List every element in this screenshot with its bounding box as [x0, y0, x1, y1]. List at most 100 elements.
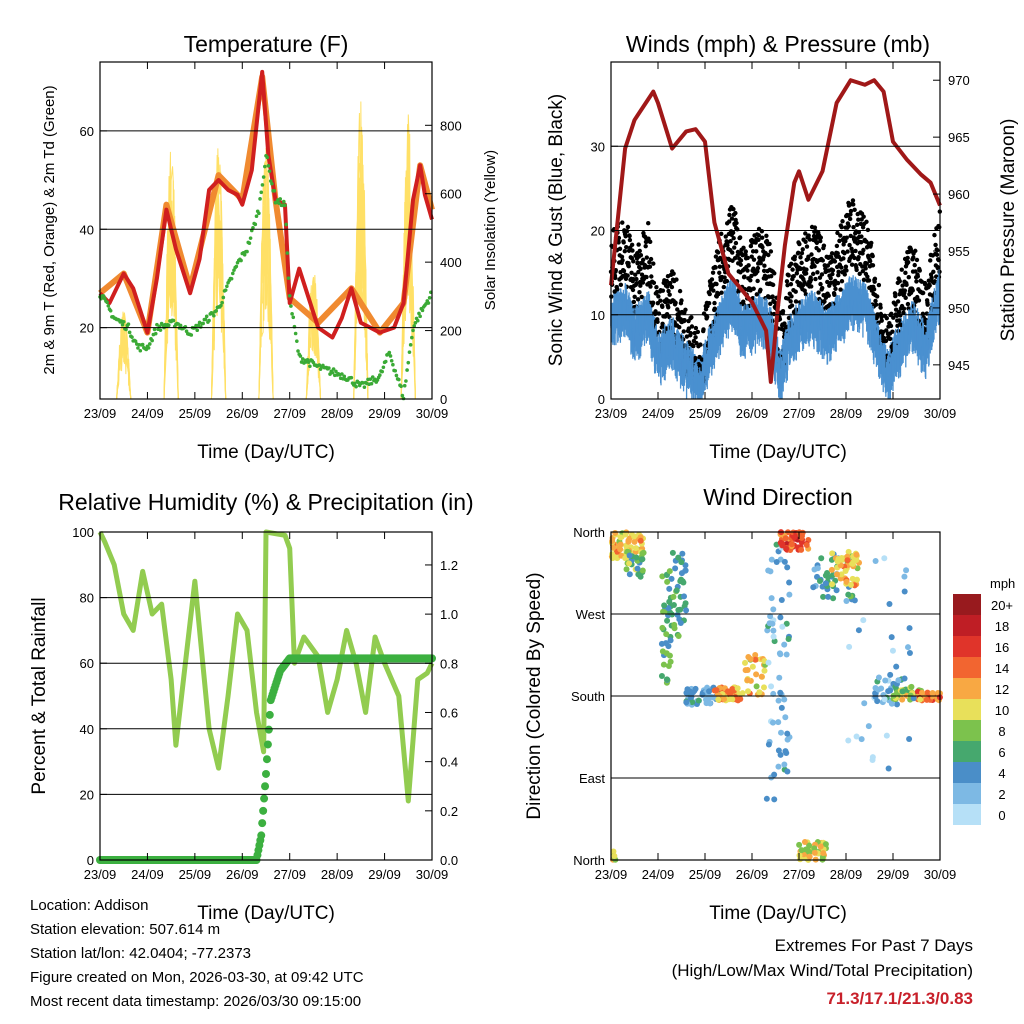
wind-direction-point [910, 695, 917, 702]
gust-point [743, 249, 748, 254]
gust-point [845, 249, 850, 254]
gust-point [838, 287, 843, 292]
dewpoint-point [106, 304, 111, 308]
dewpoint-point [146, 346, 151, 350]
gust-point [926, 278, 932, 283]
gust-point [723, 234, 728, 239]
wind-direction-point [734, 685, 741, 692]
wind-direction-point [875, 674, 882, 681]
gust-point [693, 355, 698, 361]
dewpoint-point [214, 309, 218, 313]
dewpoint-point [140, 342, 145, 347]
wind-direction-point [765, 741, 772, 748]
dewpoint-point [130, 335, 134, 339]
gust-point [915, 294, 920, 300]
gust-point [711, 288, 716, 293]
wind-direction-point [906, 649, 913, 656]
dewpoint-point [189, 333, 194, 337]
wind-direction-point [885, 765, 892, 772]
gust-point [844, 235, 849, 240]
wind-direction-point [872, 557, 879, 564]
gust-point [658, 298, 663, 303]
plot-frame [610, 61, 941, 400]
gust-point [912, 262, 917, 268]
gust-point [640, 280, 646, 285]
gust-point [788, 299, 793, 304]
dewpoint-point [397, 377, 401, 382]
solar-insolation-line [210, 209, 227, 400]
gust-point [647, 264, 653, 269]
gust-point [734, 220, 739, 226]
gust-point [766, 252, 771, 258]
gust-point [873, 298, 878, 304]
wind-direction-point [901, 675, 908, 682]
wind-direction-point [715, 696, 722, 703]
wind-direction-point [906, 735, 913, 742]
gust-point [712, 306, 717, 311]
x-tick-label: 30/09 [416, 867, 449, 882]
legend-label: 10 [995, 703, 1009, 718]
gust-point [704, 314, 710, 320]
gust-point [710, 270, 716, 275]
wind-direction-point [888, 634, 895, 641]
wind-direction-point [872, 693, 879, 700]
gust-point [755, 265, 761, 271]
gust-point [748, 278, 753, 283]
wind-direction-point [842, 568, 849, 575]
wind-direction-point [901, 588, 908, 595]
gust-point [618, 282, 624, 288]
gust-point [920, 290, 926, 296]
gust-point [622, 249, 628, 254]
gust-point [677, 325, 682, 330]
gust-point [915, 274, 921, 279]
gust-point [825, 263, 831, 268]
gust-point [818, 281, 823, 287]
wind-direction-point [783, 620, 790, 627]
gust-point [804, 267, 809, 272]
wind-direction-point [893, 701, 900, 708]
wind-direction-point [664, 617, 671, 624]
y-right-tick-label: 1.0 [440, 607, 458, 622]
dewpoint-point [402, 383, 407, 388]
gust-point [812, 225, 818, 230]
gust-point [717, 264, 723, 269]
gust-point [844, 268, 849, 273]
gust-point [933, 242, 938, 248]
gust-point [768, 274, 774, 279]
gust-point [651, 261, 656, 266]
gust-point [901, 310, 906, 315]
legend-label: 16 [995, 640, 1009, 655]
wind-direction-point [770, 633, 777, 640]
gust-point [903, 270, 908, 276]
gust-point [852, 255, 857, 261]
y-tick-label: West [576, 607, 606, 622]
dewpoint-point [221, 295, 226, 300]
wind-direction-point [833, 587, 840, 594]
gust-point [621, 240, 626, 245]
dewpoint-point [291, 315, 296, 320]
gust-point [615, 287, 620, 292]
wind-direction-point [803, 542, 810, 549]
gust-point [830, 268, 836, 273]
wind-direction-point [769, 719, 776, 726]
gust-point [755, 269, 760, 274]
wind-direction-point [758, 673, 765, 680]
gust-point [799, 260, 804, 266]
gust-point [809, 252, 814, 257]
wind-direction-point [664, 578, 671, 585]
gust-point [871, 287, 877, 292]
wind-direction-point [783, 545, 790, 552]
dewpoint-point [203, 317, 208, 322]
y-right-tick-label: 0.4 [440, 755, 458, 770]
plot-area [608, 78, 943, 399]
wind-direction-point [786, 591, 793, 598]
gust-point [854, 267, 859, 273]
gust-point [821, 243, 827, 248]
y-tick-label: 10 [591, 308, 605, 323]
dewpoint-point [201, 321, 205, 326]
gust-point [904, 282, 909, 288]
wind-direction-point [785, 636, 792, 643]
dewpoint-point [418, 314, 422, 319]
wind-direction-point [853, 733, 860, 740]
